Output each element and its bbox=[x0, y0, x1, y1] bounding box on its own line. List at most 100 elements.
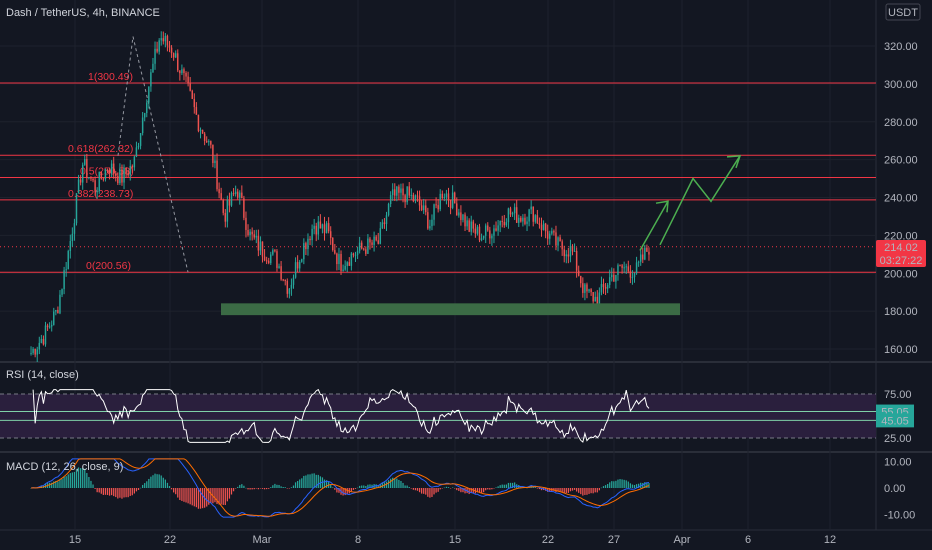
macd-tick-label: 0.00 bbox=[884, 483, 905, 495]
candle-body bbox=[639, 254, 642, 262]
candle-body bbox=[497, 225, 499, 231]
candle-body bbox=[249, 231, 251, 236]
macd-histogram-bar bbox=[96, 488, 98, 493]
macd-histogram-bar bbox=[631, 484, 634, 488]
price-axis[interactable] bbox=[876, 0, 932, 550]
fib-trendline bbox=[132, 36, 189, 273]
macd-histogram-bar bbox=[272, 485, 274, 488]
macd-histogram-bar bbox=[121, 488, 123, 499]
candle-body bbox=[201, 129, 204, 134]
candle-body bbox=[402, 188, 404, 196]
macd-histogram-bar bbox=[210, 488, 212, 504]
macd-histogram-bar bbox=[77, 467, 80, 488]
candle-body bbox=[367, 238, 369, 254]
currency-button-label[interactable]: USDT bbox=[888, 7, 918, 19]
macd-histogram-bar bbox=[557, 488, 559, 492]
macd-histogram-bar bbox=[311, 473, 313, 488]
candle-body bbox=[313, 225, 315, 229]
candle-body bbox=[501, 220, 503, 222]
candle-body bbox=[406, 186, 408, 203]
candle-body bbox=[222, 199, 224, 213]
macd-histogram-bar bbox=[441, 488, 443, 489]
candle-body bbox=[270, 254, 272, 264]
macd-histogram-bar bbox=[251, 488, 253, 490]
candle-body bbox=[491, 235, 493, 239]
macd-histogram-bar bbox=[495, 487, 497, 488]
candle-body bbox=[518, 217, 520, 223]
macd-histogram-bar bbox=[197, 488, 200, 509]
candle-body bbox=[263, 256, 266, 261]
macd-title[interactable]: MACD (12, 26, close, 9) bbox=[6, 461, 123, 473]
candle-body bbox=[278, 266, 280, 268]
macd-histogram-bar bbox=[555, 488, 557, 492]
macd-histogram-bar bbox=[325, 480, 328, 488]
candle-body bbox=[179, 70, 181, 74]
fib-levels[interactable]: 1(300.49)0.618(262.32)0.5(250.53)0.382(2… bbox=[0, 36, 876, 273]
candle-body bbox=[75, 193, 78, 224]
macd-histogram-bar bbox=[334, 488, 336, 490]
macd-histogram-bar bbox=[394, 478, 396, 488]
candle-body bbox=[156, 48, 158, 52]
candle-body bbox=[551, 231, 553, 234]
candle-body bbox=[86, 159, 88, 178]
candle-body bbox=[251, 231, 253, 235]
candle-body bbox=[394, 189, 396, 196]
macd-histogram-bar bbox=[255, 488, 257, 489]
macd-histogram-bar bbox=[439, 488, 441, 490]
macd-histogram-bar bbox=[63, 476, 65, 488]
candle-body bbox=[296, 262, 299, 269]
macd-histogram-bar bbox=[88, 477, 90, 488]
macd-histogram-bar bbox=[294, 482, 297, 488]
macd-histogram-bar bbox=[625, 480, 627, 488]
candle-body bbox=[177, 53, 179, 71]
price-tick-label: 240.00 bbox=[884, 193, 918, 205]
candle-body bbox=[451, 192, 454, 208]
macd-histogram-bar bbox=[307, 474, 309, 488]
macd-histogram-bar bbox=[503, 484, 505, 488]
macd-histogram-bar bbox=[332, 487, 334, 488]
macd-histogram-bar bbox=[259, 488, 262, 489]
candle-body bbox=[460, 212, 462, 220]
macd-histogram-bar bbox=[239, 484, 241, 488]
candle-body bbox=[414, 195, 417, 202]
macd-histogram-bar bbox=[168, 486, 171, 488]
currency-button[interactable] bbox=[885, 3, 921, 21]
macd-histogram-bar bbox=[460, 488, 462, 493]
macd-histogram-bar bbox=[532, 486, 534, 488]
candle-body bbox=[396, 186, 398, 196]
candle-body bbox=[377, 240, 379, 244]
candle-body bbox=[71, 233, 74, 241]
rsi-title[interactable]: RSI (14, close) bbox=[6, 369, 79, 381]
candle-body bbox=[63, 270, 65, 290]
candle-body bbox=[218, 189, 220, 194]
candle-body bbox=[391, 189, 394, 196]
candle-body bbox=[637, 261, 640, 263]
macd-histogram-bar bbox=[160, 475, 162, 488]
drawings[interactable] bbox=[221, 155, 742, 316]
candle-body bbox=[139, 133, 142, 146]
macd-histogram-bar bbox=[377, 485, 379, 488]
macd-histogram-bar bbox=[346, 488, 348, 495]
macd-histogram-bar bbox=[218, 488, 220, 505]
candle-body bbox=[183, 69, 185, 73]
macd-histogram-bar bbox=[338, 488, 340, 493]
candle-body bbox=[88, 177, 90, 179]
candle-body bbox=[329, 231, 332, 238]
symbol-title[interactable]: Dash / TetherUS, 4h, BINANCE bbox=[6, 7, 160, 19]
candle-body bbox=[162, 38, 165, 42]
macd-histogram-bar bbox=[290, 487, 293, 488]
candle-body bbox=[499, 220, 501, 226]
macd-histogram-bar bbox=[55, 480, 57, 488]
macd-histogram-bar bbox=[86, 473, 88, 488]
fib-trendline bbox=[117, 36, 134, 156]
macd-histogram-bar bbox=[613, 481, 615, 488]
macd-histogram-bar bbox=[127, 488, 129, 498]
macd-histogram-bar bbox=[199, 488, 202, 509]
macd-histogram-bar bbox=[146, 481, 148, 488]
macd-histogram-bar bbox=[359, 485, 361, 488]
macd-histogram-bar bbox=[365, 486, 367, 488]
macd-histogram-bar bbox=[485, 488, 487, 491]
macd-histogram-bar bbox=[627, 481, 629, 488]
macd-histogram-bar bbox=[113, 488, 115, 497]
